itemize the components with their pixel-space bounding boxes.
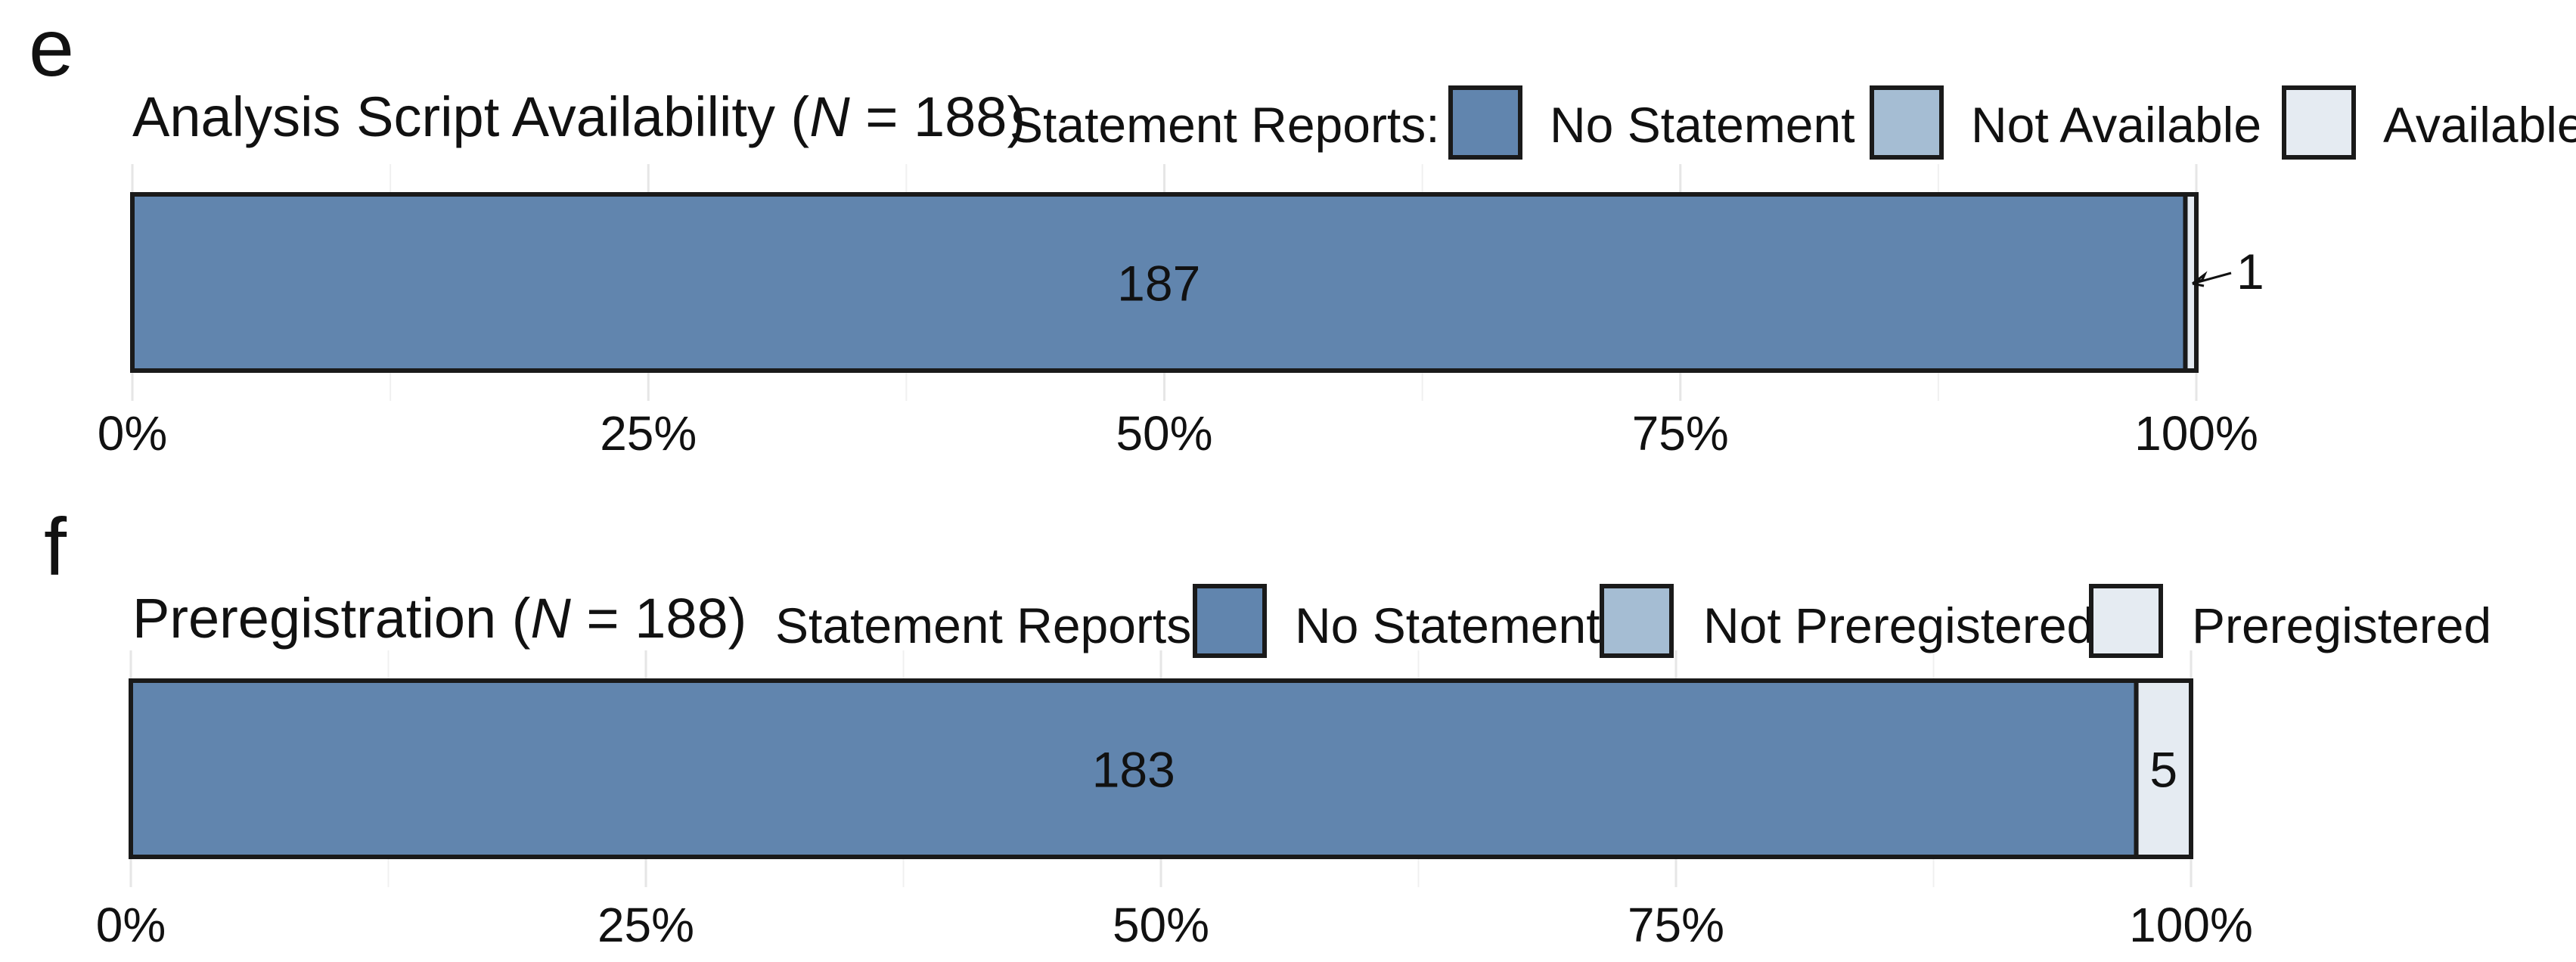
x-tick-label: 75% bbox=[1628, 898, 1724, 952]
chart-panel-e: e Analysis Script Availability (N = 188)S… bbox=[29, 2, 2576, 461]
annotation-arrow-head bbox=[2192, 271, 2208, 287]
legend-title: Statement Reports: bbox=[775, 597, 1206, 653]
panel-letter: e bbox=[29, 2, 74, 93]
x-tick-label: 25% bbox=[597, 898, 694, 952]
legend-swatch bbox=[1870, 85, 1944, 160]
legend-label: No Statement bbox=[1550, 97, 1855, 153]
legend-label: Not Available bbox=[1971, 97, 2261, 153]
panel-title-prefix: Analysis Script Availability ( bbox=[132, 85, 810, 148]
legend-swatch bbox=[2089, 584, 2163, 658]
legend-label: Preregistered bbox=[2192, 597, 2491, 653]
legend-swatch bbox=[1448, 85, 1522, 160]
x-tick-label: 50% bbox=[1113, 898, 1209, 952]
bar-segment bbox=[129, 678, 2139, 859]
panel-title-suffix: = 188) bbox=[850, 85, 1026, 148]
panel-title-n-symbol: N bbox=[809, 85, 850, 148]
bar-value-label: 187 bbox=[1117, 256, 1200, 312]
panel-title-prefix: Preregistration ( bbox=[132, 587, 531, 650]
bar-value-label: 183 bbox=[1092, 742, 1175, 798]
legend-swatch bbox=[1193, 584, 1267, 658]
legend-label: Available bbox=[2383, 97, 2576, 153]
panel-title-suffix: = 188) bbox=[571, 587, 746, 650]
panel-title: Preregistration (N = 188) bbox=[132, 587, 746, 650]
bar-value-label: 5 bbox=[2149, 742, 2177, 798]
legend-title: Statement Reports: bbox=[1010, 97, 1440, 153]
legend-label: No Statement bbox=[1295, 597, 1600, 653]
x-tick-label: 50% bbox=[1116, 406, 1212, 461]
panel-title: Analysis Script Availability (N = 188) bbox=[132, 85, 1026, 148]
x-tick-label: 0% bbox=[96, 898, 166, 952]
legend-swatch bbox=[1600, 584, 1674, 658]
legend-swatch bbox=[2282, 85, 2356, 160]
x-tick-label: 100% bbox=[2134, 406, 2258, 461]
x-tick-label: 25% bbox=[600, 406, 697, 461]
x-tick-label: 75% bbox=[1632, 406, 1729, 461]
legend-label: Not Preregistered bbox=[1703, 597, 2094, 653]
panel-letter: f bbox=[44, 501, 67, 592]
chart-panel-f: f Preregistration (N = 188) Statement Repo… bbox=[44, 501, 2491, 952]
annotation-label: 1 bbox=[2236, 244, 2264, 299]
x-tick-label: 100% bbox=[2129, 898, 2253, 952]
x-tick-label: 0% bbox=[98, 406, 168, 461]
bar-segment bbox=[2134, 678, 2194, 859]
panel-title-n-symbol: N bbox=[530, 587, 571, 650]
